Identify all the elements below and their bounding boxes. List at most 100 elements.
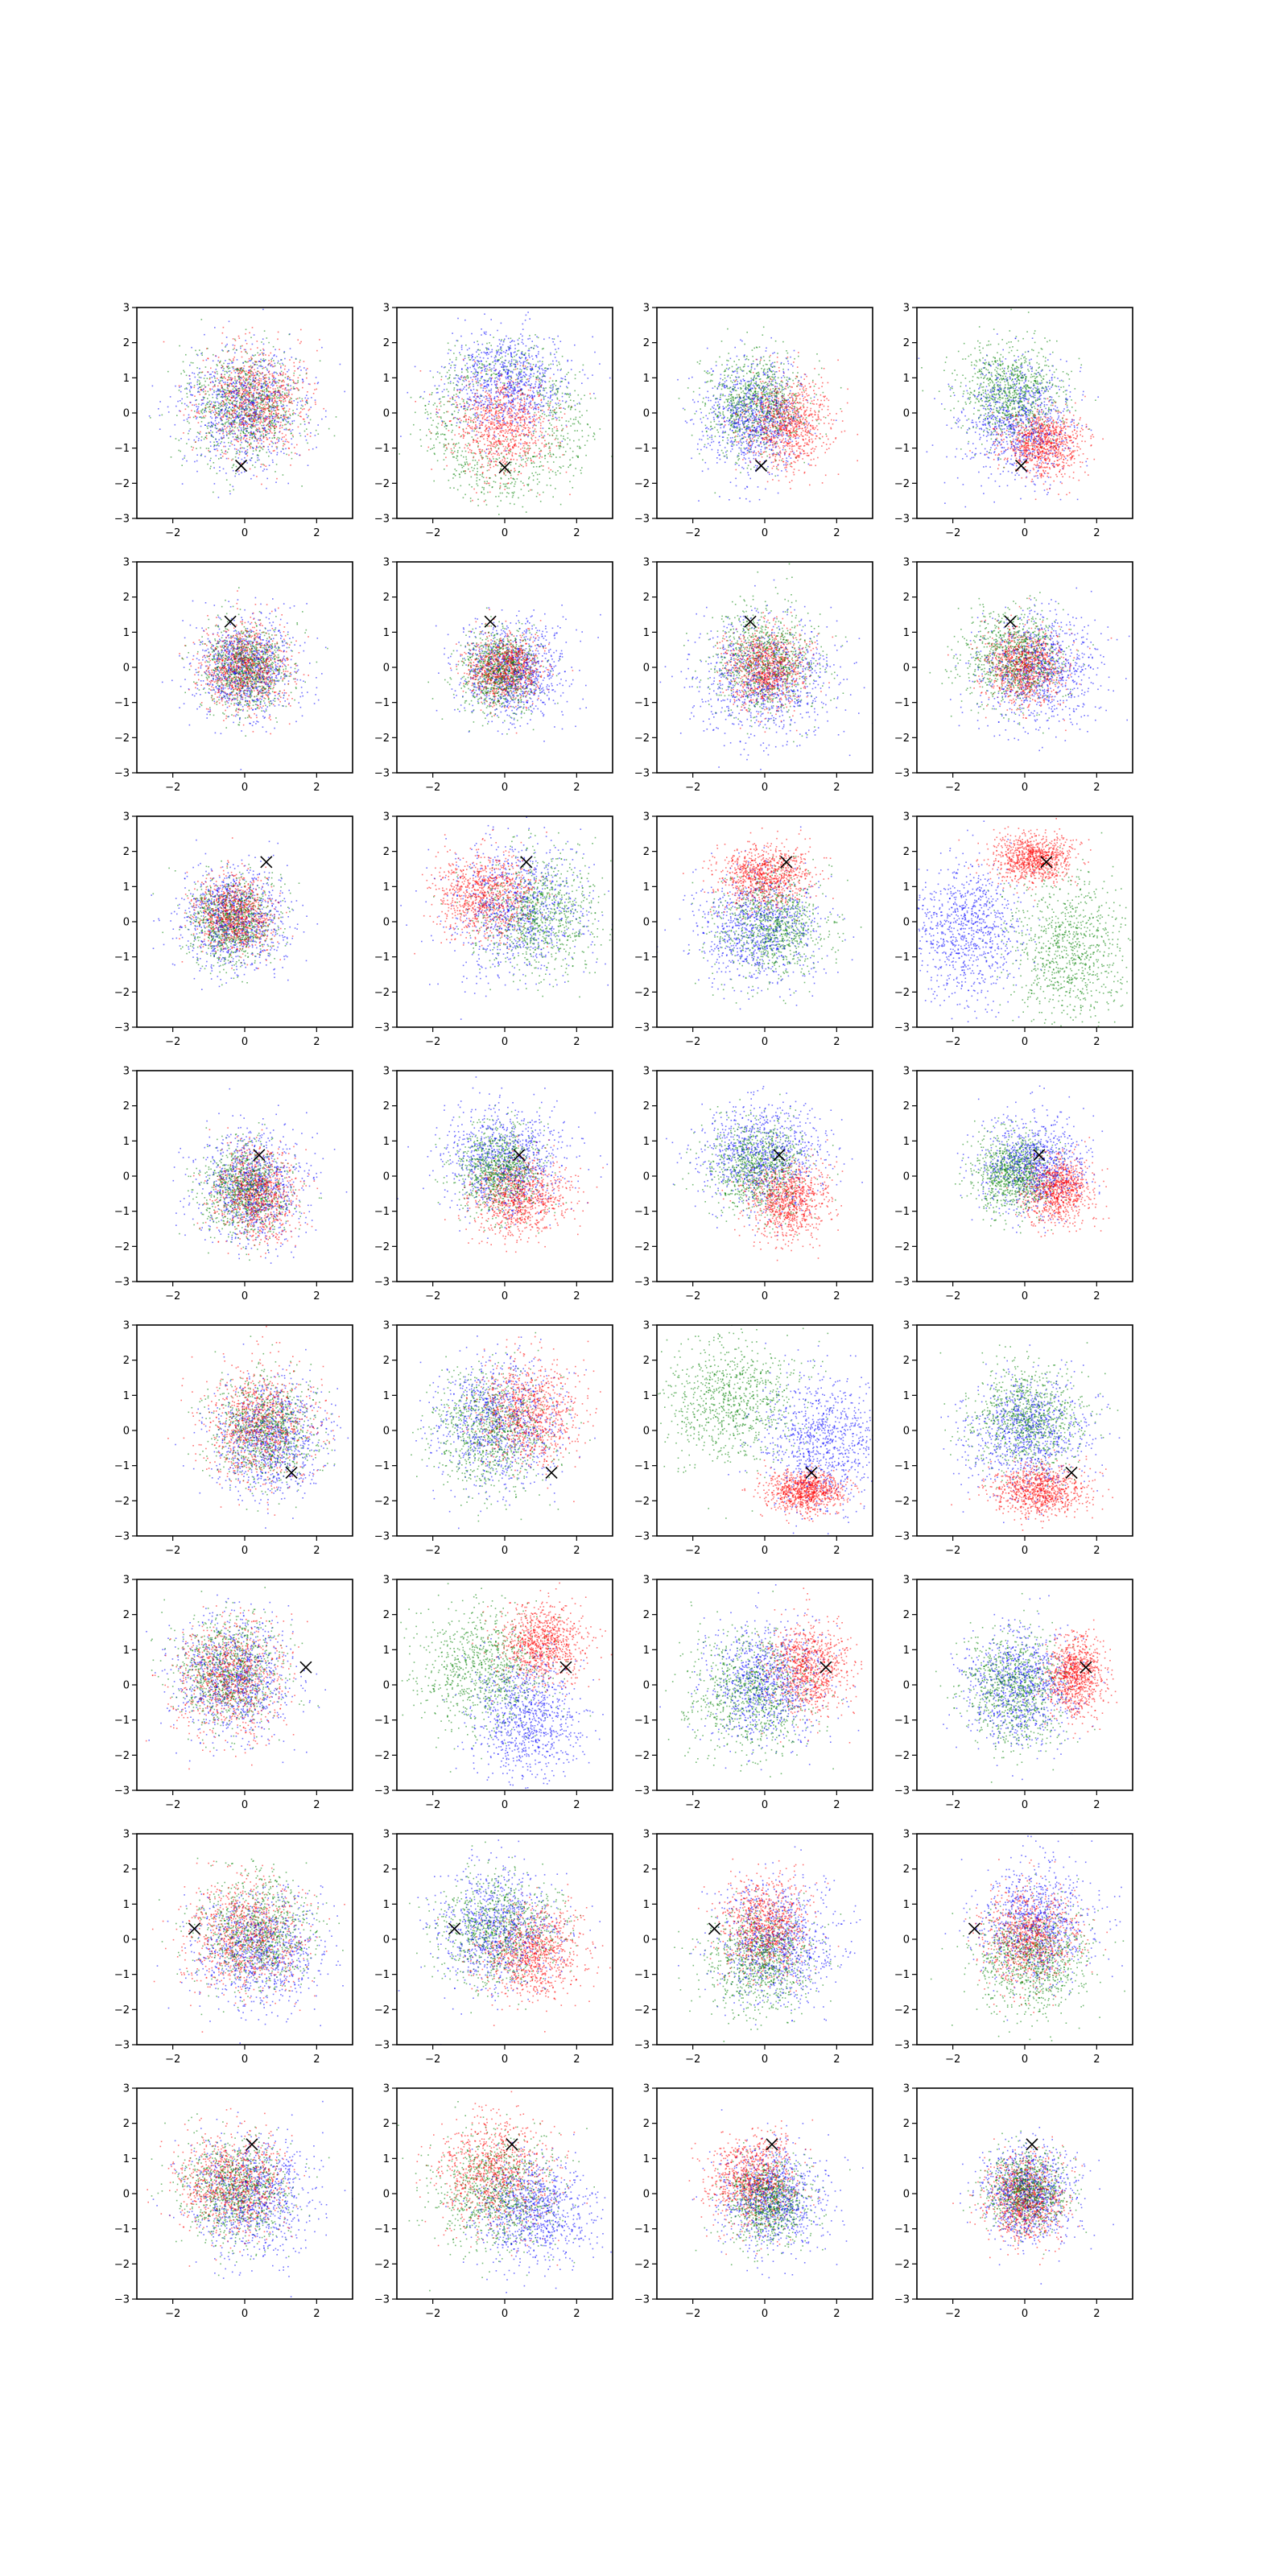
scatter-point-blue: [291, 357, 293, 358]
scatter-point-green: [543, 396, 545, 398]
scatter-point-blue: [280, 359, 282, 361]
scatter-point-red: [475, 409, 477, 411]
scatter-point-blue: [219, 394, 221, 395]
scatter-point-blue: [528, 406, 530, 407]
scatter-point-red: [262, 404, 264, 406]
scatter-point-blue: [514, 351, 516, 353]
scatter-point-green: [269, 398, 270, 399]
scatter-point-blue: [539, 453, 541, 455]
scatter-point-blue: [215, 402, 217, 403]
scatter-point-blue: [215, 420, 217, 422]
scatter-point-red: [246, 389, 247, 390]
scatter-point-red: [250, 469, 251, 470]
scatter-point-green: [427, 411, 428, 413]
scatter-point-blue: [223, 436, 225, 437]
scatter-point-blue: [472, 392, 473, 394]
scatter-point-blue: [512, 371, 514, 373]
scatter-point-green: [213, 442, 215, 444]
scatter-point-blue: [275, 443, 277, 444]
scatter-point-blue: [427, 418, 428, 419]
scatter-point-green: [283, 410, 285, 411]
scatter-point-green: [570, 409, 572, 411]
scatter-point-green: [454, 451, 456, 452]
scatter-point-green: [306, 428, 308, 430]
scatter-point-blue: [210, 416, 212, 418]
scatter-point-blue: [184, 403, 186, 405]
scatter-point-red: [526, 424, 528, 426]
scatter-point-blue: [273, 373, 275, 374]
scatter-point-green: [557, 398, 559, 400]
scatter-point-blue: [203, 397, 204, 398]
scatter-point-red: [519, 403, 521, 405]
scatter-point-blue: [224, 411, 225, 412]
scatter-point-red: [266, 397, 268, 398]
scatter-point-blue: [523, 398, 525, 399]
scatter-point-green: [276, 405, 278, 407]
scatter-point-green: [227, 421, 229, 423]
scatter-point-red: [523, 425, 525, 427]
y-tick-label: 1: [123, 373, 130, 385]
scatter-point-green: [233, 407, 235, 409]
scatter-point-blue: [175, 406, 177, 407]
scatter-point-green: [263, 399, 265, 401]
scatter-point-blue: [180, 391, 182, 393]
scatter-point-green: [490, 369, 492, 370]
scatter-point-red: [289, 378, 291, 379]
scatter-point-blue: [194, 373, 196, 374]
scatter-point-blue: [494, 435, 496, 436]
scatter-point-blue: [287, 405, 288, 407]
scatter-point-red: [323, 408, 324, 410]
scatter-point-green: [250, 394, 251, 395]
scatter-point-blue: [249, 400, 250, 402]
scatter-point-blue: [526, 362, 528, 364]
scatter-point-red: [284, 416, 286, 418]
scatter-point-red: [511, 430, 513, 431]
scatter-point-red: [257, 341, 258, 342]
scatter-point-red: [260, 404, 262, 406]
scatter-point-red: [217, 386, 219, 387]
scatter-point-red: [478, 431, 480, 433]
scatter-point-blue: [234, 353, 236, 354]
scatter-point-blue: [232, 407, 233, 409]
scatter-point-green: [525, 455, 526, 456]
scatter-point-green: [267, 390, 269, 392]
scatter-point-blue: [544, 373, 546, 374]
scatter-point-green: [490, 345, 492, 347]
scatter-point-blue: [555, 349, 556, 350]
scatter-point-blue: [525, 394, 526, 395]
scatter-point-blue: [230, 379, 232, 381]
scatter-point-green: [272, 438, 274, 440]
scatter-point-blue: [472, 357, 473, 358]
scatter-point-red: [289, 359, 291, 361]
scatter-point-red: [469, 464, 471, 465]
scatter-point-red: [254, 406, 255, 407]
scatter-point-green: [254, 433, 255, 435]
scatter-point-green: [239, 372, 241, 374]
scatter-point-blue: [515, 409, 517, 411]
scatter-point-blue: [189, 365, 191, 366]
scatter-point-green: [271, 420, 273, 422]
scatter-point-blue: [495, 436, 497, 438]
scatter-point-red: [189, 417, 191, 419]
scatter-point-red: [203, 416, 204, 418]
scatter-point-green: [229, 490, 231, 492]
scatter-point-green: [292, 423, 294, 424]
scatter-point-blue: [508, 400, 510, 402]
scatter-point-red: [535, 442, 536, 444]
scatter-point-red: [239, 381, 241, 382]
scatter-point-blue: [516, 422, 518, 423]
scatter-point-red: [230, 378, 232, 379]
scatter-point-green: [474, 464, 476, 466]
scatter-point-green: [234, 380, 236, 382]
scatter-point-green: [272, 407, 274, 408]
scatter-point-green: [444, 459, 445, 460]
scatter-point-green: [257, 364, 258, 365]
scatter-point-red: [522, 456, 524, 457]
scatter-point-green: [460, 464, 462, 465]
scatter-point-blue: [226, 411, 228, 412]
scatter-point-blue: [539, 361, 541, 362]
scatter-point-red: [257, 440, 258, 441]
scatter-point-blue: [262, 383, 264, 385]
scatter-point-red: [250, 423, 251, 425]
scatter-point-green: [259, 451, 261, 452]
